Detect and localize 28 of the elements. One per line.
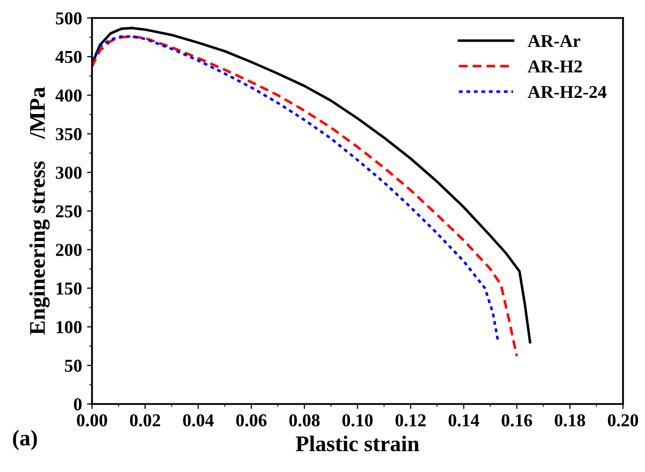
y-tick-label: 150 — [56, 282, 82, 295]
y-tick-label: 400 — [55, 89, 82, 102]
x-tick-label: 0.00 — [76, 414, 108, 427]
x-tick-label: 0.20 — [608, 414, 638, 427]
x-tick-label: 0.16 — [502, 414, 532, 427]
y-tick-label: 500 — [56, 12, 82, 24]
x-axis-title: Plastic strain — [296, 436, 420, 452]
y-tick-label: 50 — [64, 360, 82, 372]
x-tick-label: 0.08 — [289, 414, 320, 427]
x-tick-label: 0.12 — [395, 414, 426, 427]
y-tick-label: 0 — [74, 398, 82, 410]
x-tick-label: 0.04 — [183, 414, 214, 427]
x-tick-label: 0.18 — [554, 414, 586, 427]
y-tick-label: 200 — [56, 244, 82, 256]
legend-label: AR-H2 — [528, 60, 582, 72]
x-tick-label: 0.10 — [342, 414, 373, 427]
x-tick-label: 0.06 — [236, 414, 267, 427]
y-tick-label: 100 — [56, 321, 82, 334]
legend-label: AR-Ar — [528, 34, 580, 47]
x-tick-label: 0.02 — [130, 414, 160, 427]
y-tick-label: 350 — [56, 128, 82, 140]
y-tick-label: 450 — [55, 50, 82, 64]
legend-label: AR-H2-24 — [528, 86, 606, 98]
text: (a) — [12, 430, 37, 450]
y-axis-title: Engineering stress /MPa — [29, 87, 50, 335]
x-tick-label: 0.14 — [448, 414, 480, 427]
y-tick-label: 300 — [56, 166, 82, 179]
y-tick-label: 250 — [56, 205, 82, 218]
